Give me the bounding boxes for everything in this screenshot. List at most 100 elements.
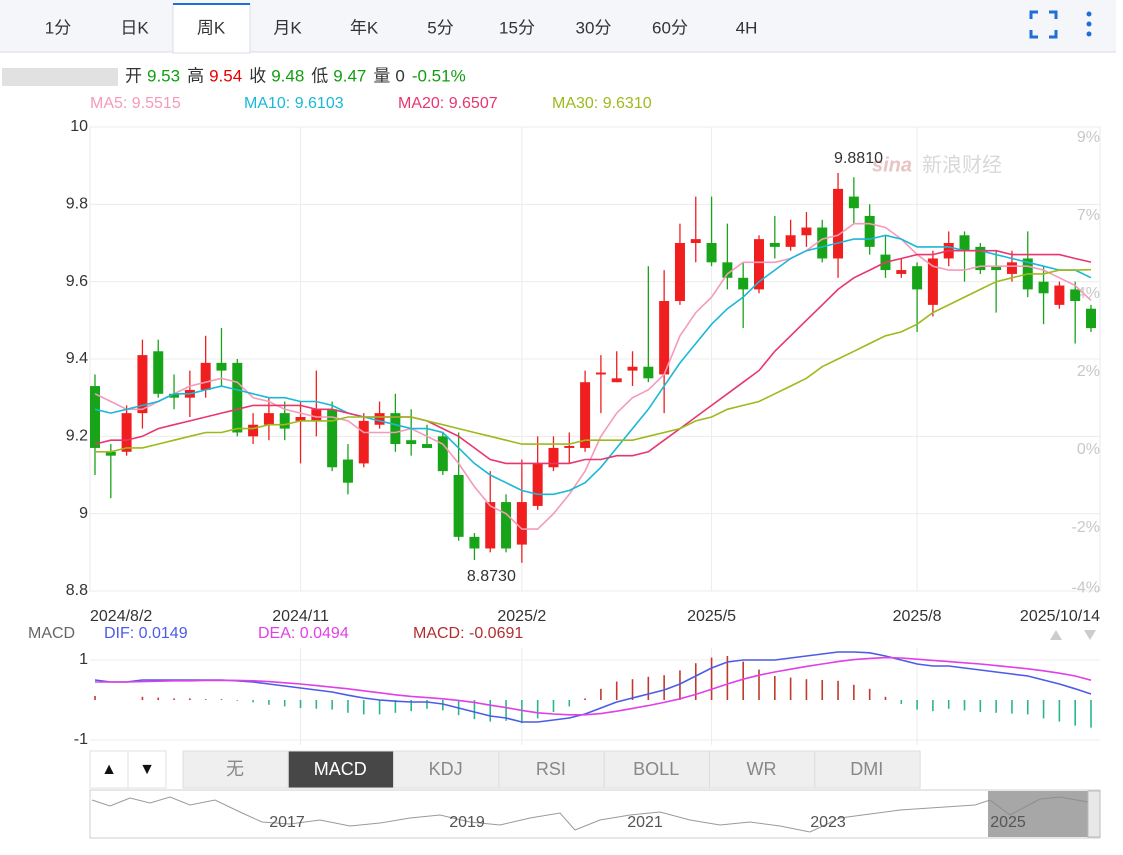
candle-body (469, 536, 480, 549)
ma-line (95, 268, 1092, 453)
candle-body (374, 413, 385, 425)
navigator-line (91, 796, 1089, 833)
candle-body (342, 459, 353, 483)
indicator-tab-label[interactable]: BOLL (633, 759, 679, 779)
candle-body (611, 378, 622, 383)
indicator-tab[interactable] (709, 750, 816, 789)
candle-body (722, 262, 733, 278)
candle-body (754, 239, 764, 290)
quote-change: -0.51% (412, 66, 466, 85)
candle-body (153, 351, 164, 394)
ma-legend: MA30: 9.6310 (552, 95, 652, 112)
candle-body (991, 266, 1002, 271)
candle-body (501, 502, 512, 549)
indicator-tab[interactable] (393, 750, 500, 789)
indicator-tab[interactable] (814, 750, 921, 789)
active-tab[interactable] (172, 3, 251, 54)
y2-tick-label: 7% (1077, 207, 1100, 224)
tab[interactable]: 60分 (652, 18, 688, 37)
quote-value: 0 (395, 66, 404, 85)
candle-body (975, 246, 986, 271)
quote-value: 9.53 (147, 66, 180, 85)
ma-line (94, 222, 1092, 530)
candle-body (864, 215, 875, 247)
watermark-name: 新浪财经 (922, 153, 1002, 176)
candle-body (295, 417, 306, 421)
y2-tick-label: 4% (1077, 285, 1100, 302)
candle-body (248, 424, 259, 437)
quote-label: 低 (311, 66, 328, 85)
candle-body (390, 413, 401, 445)
quote-value: 9.48 (271, 66, 304, 85)
macd-line (94, 651, 1092, 723)
candle-body (643, 366, 654, 379)
tab[interactable]: 30分 (576, 18, 612, 37)
y2-tick-label: -2% (1072, 519, 1100, 536)
tab-bar (0, 0, 1116, 52)
candle-body (959, 235, 970, 251)
quote-label: 开 (125, 66, 142, 85)
candle-body (1006, 262, 1017, 274)
candle-body (548, 447, 559, 468)
indicator-tab-label[interactable]: KDJ (429, 759, 463, 779)
candle-body (801, 227, 812, 236)
x-tick-label: 2025/10/14 (1020, 608, 1100, 625)
candle-body (912, 266, 923, 290)
nav-button-label[interactable]: ▼ (139, 761, 155, 778)
indicator-tab-label[interactable]: WR (747, 759, 777, 779)
candle-body (485, 502, 496, 549)
y-tick-label: 10 (70, 118, 88, 135)
y2-tick-label: 0% (1077, 441, 1100, 458)
tab[interactable]: 4H (736, 18, 758, 37)
macd-legend: DEA: 0.0494 (258, 625, 349, 642)
y-tick-label: 1 (79, 651, 88, 668)
tab[interactable]: 1分 (45, 18, 71, 37)
fullscreen-icon[interactable] (1029, 10, 1058, 39)
candle-body (232, 362, 243, 433)
candle-body (659, 301, 670, 375)
tab[interactable]: 月K (273, 18, 302, 37)
candle-body (1086, 308, 1096, 329)
candle-body (90, 386, 100, 448)
x-tick-label: 2025/8 (893, 608, 942, 625)
nav-button[interactable] (127, 750, 167, 789)
indicator-tab-label[interactable]: DMI (850, 759, 883, 779)
navigator-handle[interactable] (1087, 790, 1101, 838)
indicator-tab[interactable] (182, 750, 289, 789)
candle-body (595, 372, 606, 375)
indicator-tab-label[interactable]: 无 (226, 759, 244, 779)
navigator-label: 2017 (269, 814, 305, 831)
indicator-tab[interactable] (498, 750, 605, 789)
macd-legend: DIF: 0.0149 (104, 625, 188, 642)
tab[interactable]: 5分 (427, 18, 453, 37)
x-tick-label: 2025/5 (687, 608, 736, 625)
tab[interactable]: 周K (197, 18, 226, 37)
candle-body (627, 366, 638, 371)
candle-body (311, 409, 322, 421)
candle-body (121, 413, 132, 452)
nav-button-label[interactable]: ▲ (101, 761, 117, 778)
scroll-arrows[interactable] (1050, 630, 1096, 640)
macd-title: MACD (28, 625, 75, 642)
tab[interactable]: 日K (120, 18, 149, 37)
candle-body (706, 243, 717, 263)
candle-body (516, 502, 527, 545)
indicator-tab-label[interactable]: RSI (536, 759, 566, 779)
navigator-selection[interactable] (988, 791, 1088, 837)
indicator-tab[interactable] (603, 750, 711, 789)
candle-body (532, 463, 543, 506)
tab[interactable]: 15分 (499, 18, 535, 37)
ma-legend: MA10: 9.6103 (244, 95, 344, 112)
candle-body (358, 420, 369, 464)
ma-line (94, 249, 1092, 465)
tab[interactable]: 年K (350, 18, 379, 37)
more-icon[interactable] (1086, 11, 1092, 37)
candle-body (833, 188, 844, 259)
x-tick-label: 2024/11 (272, 608, 329, 625)
candle-body (785, 235, 796, 247)
candle-body (200, 362, 211, 390)
candle-body (453, 475, 464, 537)
candle-body (927, 258, 938, 305)
indicator-tab-label[interactable]: MACD (314, 759, 367, 779)
